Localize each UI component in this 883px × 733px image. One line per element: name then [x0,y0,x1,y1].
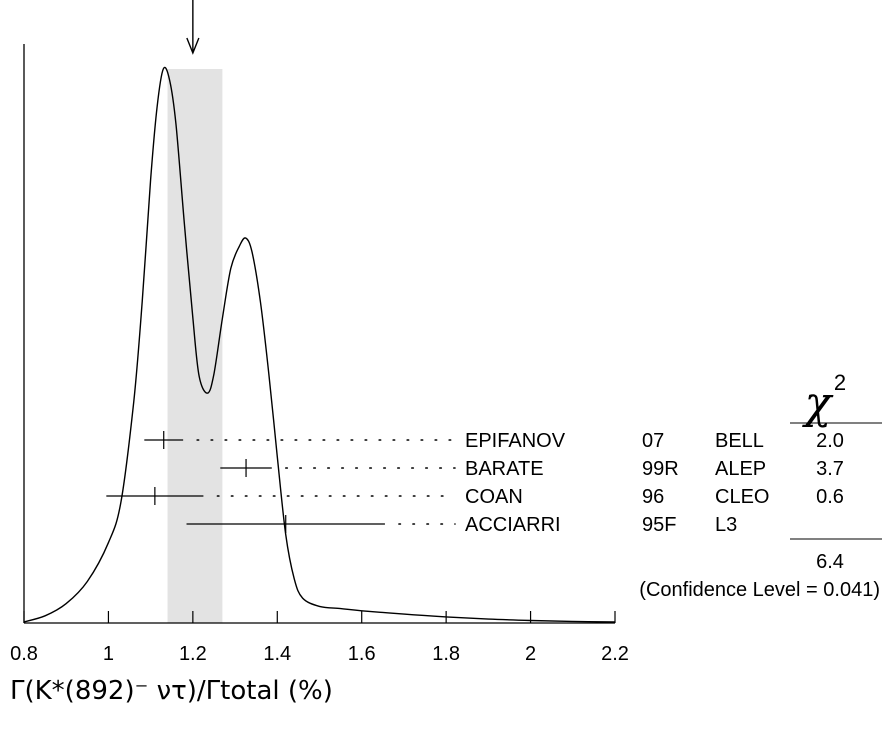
x-tick-label: 1.8 [432,643,460,665]
ideogram-curve [23,66,616,623]
x-axis-title-text: Γ(K*(892)⁻ ντ)/Γtotal (%) [10,676,333,706]
x-tick-label: 2.2 [601,643,629,665]
experiment-label: ALEP [715,458,766,480]
author-label: ACCIARRI [465,514,561,536]
experiment-label: BELL [715,430,764,452]
year-label: 95F [642,514,676,536]
measurement-row: EPIFANOV 07 BELL 2.0 [144,430,844,452]
year-label: 99R [642,458,679,480]
chi2-header-sup: 2 [834,370,846,395]
year-label: 07 [642,430,664,452]
chi2-value: 0.6 [816,486,844,508]
x-axis-ticks: 0.8 1 1.2 1.4 1.6 1.8 2 2.2 [10,611,629,665]
chi2-header: χ [802,378,834,429]
x-tick-label: 0.8 [10,643,38,665]
chi2-value: 3.7 [816,458,844,480]
x-tick-label: 1.4 [263,643,291,665]
x-axis-title: Γ(K*(892)⁻ ντ)/Γtotal (%) [10,678,333,704]
experiment-label: L3 [715,514,737,536]
chi2-value: 2.0 [816,430,844,452]
average-arrow-icon [186,0,200,55]
chi2-column: χ 2 6.4 (Confidence Level = 0.041) [639,370,882,601]
measurement-row: BARATE 99R ALEP 3.7 [220,458,844,480]
x-tick-label: 1.6 [348,643,376,665]
author-label: EPIFANOV [465,430,566,452]
x-tick-label: 1.2 [179,643,207,665]
measurement-row: ACCIARRI 95F L3 [186,514,737,536]
year-label: 96 [642,486,664,508]
x-tick-label: 1 [103,643,114,665]
confidence-level: (Confidence Level = 0.041) [639,579,880,601]
experiment-label: CLEO [715,486,769,508]
chi2-total: 6.4 [816,551,844,573]
measurement-row: COAN 96 CLEO 0.6 [106,486,844,508]
arrow-head [186,37,200,55]
x-tick-label: 2 [525,643,536,665]
author-label: BARATE [465,458,544,480]
author-label: COAN [465,486,523,508]
